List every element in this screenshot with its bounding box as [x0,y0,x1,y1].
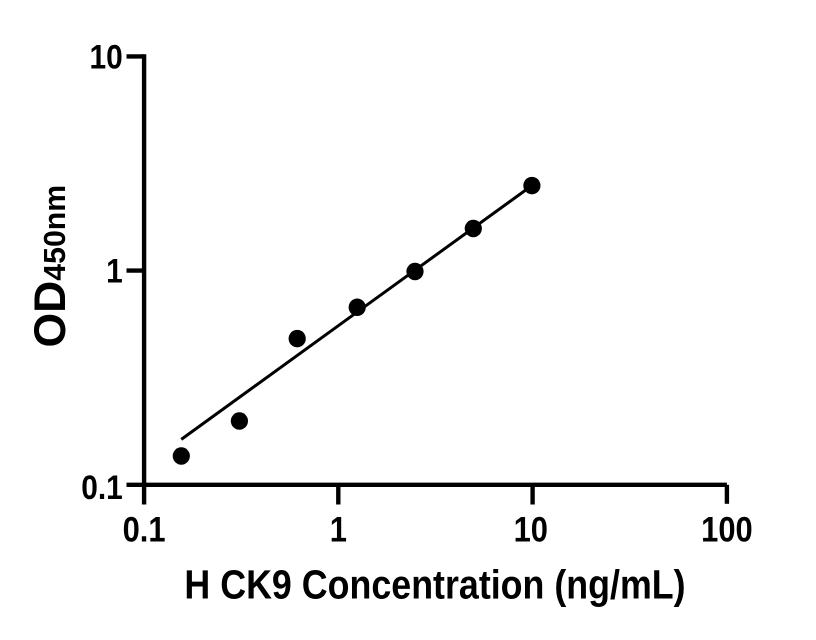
svg-text:1: 1 [106,252,123,290]
svg-text:100: 100 [701,511,753,550]
svg-text:10: 10 [514,511,548,550]
svg-text:H CK9 Concentration (ng/mL): H CK9 Concentration (ng/mL) [184,562,685,608]
svg-text:10: 10 [90,38,123,76]
svg-text:0.1: 0.1 [123,511,166,550]
svg-text:0.1: 0.1 [81,468,123,506]
svg-text:1: 1 [330,511,347,550]
